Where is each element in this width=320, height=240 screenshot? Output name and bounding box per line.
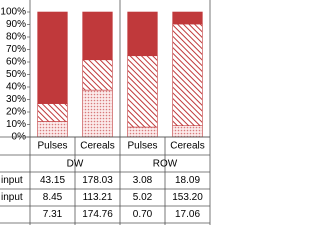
row-label: input — [1, 175, 23, 186]
value-label: 0.70 — [133, 209, 153, 220]
x-tick-label: Cereals — [170, 141, 204, 152]
value-label: 153.20 — [172, 192, 203, 203]
value-label: 8.45 — [43, 192, 63, 203]
bar-segment — [127, 126, 158, 138]
bar-segment — [172, 23, 203, 126]
value-label: 113.21 — [83, 192, 113, 203]
value-label: 174.76 — [82, 209, 113, 220]
y-tick-label: 30% — [6, 94, 26, 105]
value-label: 178.03 — [82, 175, 113, 186]
value-label: 3.08 — [133, 175, 153, 186]
y-tick-label: 40% — [6, 82, 26, 93]
y-tick-label: 70% — [6, 44, 26, 55]
bar-segment — [37, 121, 68, 138]
bar-segment — [127, 55, 158, 128]
bar-segment — [127, 11, 158, 57]
chart: 0%10%20%30%40%50%60%70%80%90%100%Pulses C… — [0, 0, 211, 225]
y-tick-label: 80% — [6, 32, 26, 43]
group-label: ROW — [153, 159, 178, 170]
y-tick-label: 10% — [6, 119, 26, 130]
bar-segment — [172, 11, 203, 25]
value-label: 17.06 — [175, 209, 200, 220]
x-tick-label: Pulses — [127, 141, 157, 152]
group-label: DW — [67, 159, 84, 170]
bar-segment — [37, 11, 68, 104]
value-label: 7.31 — [43, 209, 63, 220]
y-tick-label: 90% — [6, 19, 26, 30]
value-label: 5.02 — [133, 192, 153, 203]
row-label: input — [1, 192, 23, 203]
bar-segment — [172, 125, 203, 138]
bar-segment — [82, 59, 113, 91]
y-tick-label: 60% — [6, 57, 26, 68]
bar-segment — [37, 103, 68, 122]
x-tick-label: Pulses — [37, 141, 67, 152]
value-label: 43.15 — [40, 175, 65, 186]
y-tick-label: 20% — [6, 107, 26, 118]
bar-segment — [82, 11, 113, 61]
y-tick-label: 100% — [0, 7, 26, 18]
value-label: 18.09 — [175, 175, 200, 186]
bar-segment — [82, 89, 113, 138]
x-tick-label: Cereals — [80, 141, 114, 152]
y-tick-label: 50% — [6, 69, 26, 80]
